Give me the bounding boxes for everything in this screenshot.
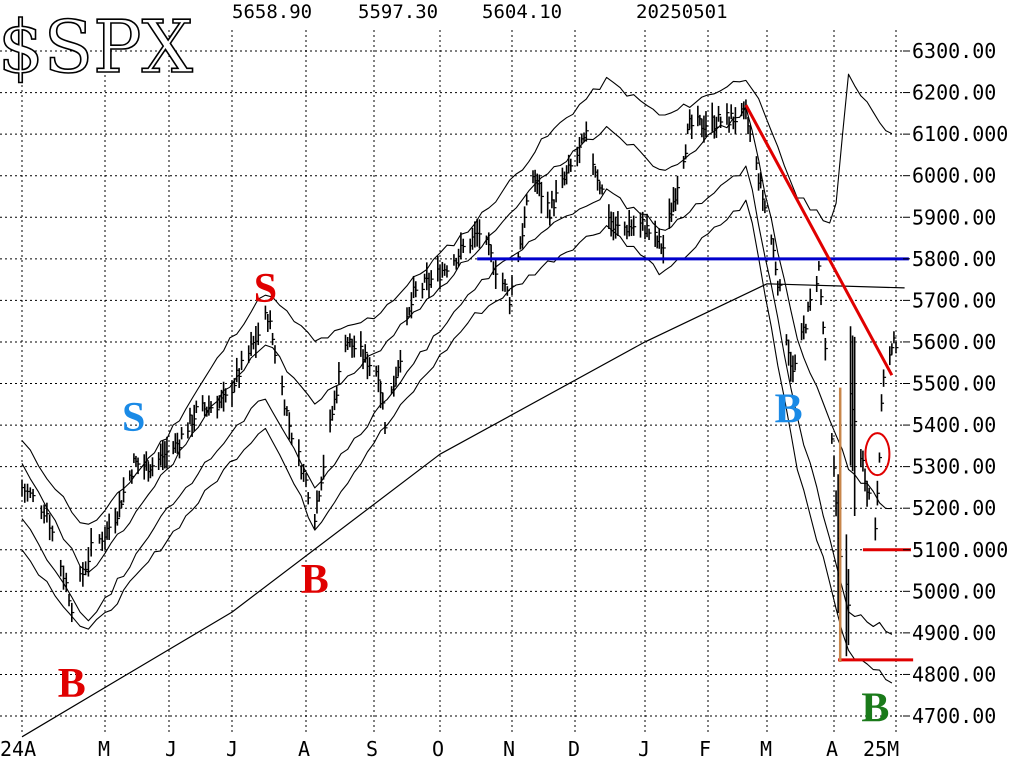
chart-title: $SPX (0, 5, 193, 89)
x-tick-label: M (760, 737, 772, 761)
signal-label: S (122, 395, 145, 441)
moving-average-200 (21, 283, 905, 738)
envelope-bands (21, 73, 893, 684)
envelope-band-line (21, 73, 893, 525)
x-tick-label: D (568, 737, 580, 761)
chart-header: $SPX 5658.90 5597.30 5604.10 20250501 (0, 1, 728, 90)
header-low: 5597.30 (358, 1, 438, 23)
header-date: 20250501 (636, 1, 728, 23)
envelope-band-line (21, 165, 893, 635)
annotation-ellipse (864, 432, 891, 477)
signal-label: S (254, 266, 277, 312)
y-tick-label: 4900.00 (912, 621, 996, 645)
x-tick-label: N (503, 737, 515, 761)
moving-average-line (21, 283, 905, 738)
x-tick-label: J (226, 737, 238, 761)
x-tick-label: J (638, 737, 650, 761)
y-tick-label: 4700.00 (912, 704, 996, 728)
envelope-band-line (21, 106, 892, 573)
y-tick-label: 5000.00 (912, 579, 996, 603)
y-tick-label: 6100.000 (912, 122, 1008, 146)
signal-label: B (861, 686, 889, 732)
y-tick-label: 6000.00 (912, 164, 996, 188)
chart-grid (0, 30, 905, 735)
signal-labels: B S S B B B (58, 266, 890, 732)
y-tick-label: 4800.00 (912, 662, 996, 686)
x-tick-label: O (432, 737, 444, 761)
x-tick-label: F (699, 737, 711, 761)
x-tick-label: A (298, 737, 310, 761)
x-tick-label: J (165, 737, 177, 761)
y-axis-ticks: 6300.00 6200.00 6100.000 6000.00 5900.00 5800… (903, 39, 1008, 728)
annotation-lines (477, 104, 914, 662)
y-tick-label: 5900.00 (912, 205, 996, 229)
signal-label: B (58, 661, 86, 707)
y-tick-label: 6200.00 (912, 81, 996, 105)
x-axis-ticks: 24A M J J A S O N D J F M A 25M (0, 737, 899, 761)
header-high: 5658.90 (232, 1, 312, 23)
y-tick-label: 5800.00 (912, 247, 996, 271)
y-tick-label: 5300.00 (912, 455, 996, 479)
y-tick-label: 5100.000 (912, 538, 1008, 562)
x-tick-label: A (826, 737, 838, 761)
envelope-band-line (21, 199, 893, 684)
y-tick-label: 5400.00 (912, 413, 996, 437)
y-tick-label: 5600.00 (912, 330, 996, 354)
x-tick-label: M (98, 737, 110, 761)
signal-label: B (301, 557, 329, 603)
x-tick-label: 24A (0, 737, 36, 761)
y-tick-label: 6300.00 (912, 39, 996, 63)
x-tick-label: S (366, 737, 378, 761)
y-tick-label: 5500.00 (912, 372, 996, 396)
y-tick-label: 5200.00 (912, 496, 996, 520)
x-tick-label: 25M (863, 737, 899, 761)
annotation-downtrend-line (744, 104, 894, 376)
price-series (21, 99, 899, 657)
y-tick-label: 5700.00 (912, 288, 996, 312)
header-close: 5604.10 (482, 1, 562, 23)
signal-label: B (775, 386, 803, 432)
